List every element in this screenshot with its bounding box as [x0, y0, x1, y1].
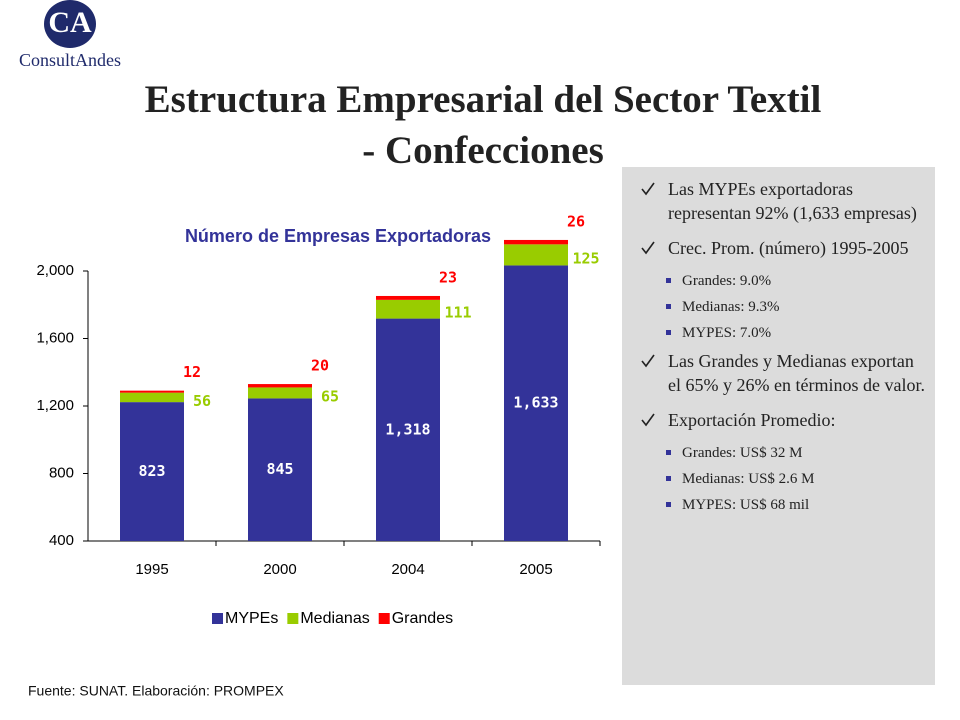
value-label: 823 [138, 462, 165, 480]
bullet-text: Las MYPEs exportadoras representan 92% (… [668, 179, 917, 223]
square-icon [666, 278, 671, 283]
x-tick-label: 2004 [391, 561, 424, 578]
value-label: 56 [193, 392, 211, 410]
chart-title: Número de Empresas Exportadoras [185, 226, 491, 246]
y-tick-label: 1,200 [36, 397, 74, 414]
legend-swatch [212, 613, 223, 624]
legend-label: Medianas [300, 610, 369, 627]
sub-bullet-text: Medianas: US$ 2.6 M [682, 471, 815, 487]
sub-bullet: Grandes: 9.0% [640, 271, 927, 291]
square-icon [666, 330, 671, 335]
check-icon [641, 354, 655, 368]
value-label: 26 [567, 212, 585, 230]
sub-bullet-text: MYPES: 7.0% [682, 325, 772, 341]
bar-segment [248, 398, 312, 541]
bullet: Exportación Promedio: [640, 408, 927, 432]
bar-segment [120, 392, 184, 403]
sub-bullet: Medianas: 9.3% [640, 297, 927, 317]
value-label: 845 [266, 460, 293, 478]
value-label: 23 [439, 268, 457, 286]
sub-bullet: MYPES: 7.0% [640, 323, 927, 343]
slide-title: - Confecciones [362, 129, 604, 172]
bar-segment [120, 390, 184, 393]
bullet: Las MYPEs exportadoras representan 92% (… [640, 177, 927, 225]
value-label: 125 [572, 249, 599, 267]
bar-segment [376, 299, 440, 319]
sub-bullet-text: Grandes: 9.0% [682, 273, 772, 289]
y-tick-label: 400 [49, 532, 74, 549]
bullet-panel: Las MYPEs exportadoras representan 92% (… [622, 167, 935, 685]
bar-segment [376, 318, 440, 541]
legend-swatch [287, 613, 299, 624]
sub-bullet-text: MYPES: US$ 68 mil [682, 497, 810, 513]
sub-bullet-text: Medianas: 9.3% [682, 299, 780, 315]
legend-label: MYPEs [225, 610, 278, 627]
check-icon [641, 413, 655, 427]
value-label: 1,633 [513, 394, 558, 412]
square-icon [666, 502, 671, 507]
legend-swatch [378, 613, 390, 624]
square-icon [666, 450, 671, 455]
square-icon [666, 476, 671, 481]
logo-mark: CA [48, 6, 92, 39]
sub-bullet: Grandes: US$ 32 M [640, 443, 927, 463]
logo-mark-bg [44, 0, 96, 48]
logo-name: ConsultAndes [19, 50, 121, 70]
bullet-text: Exportación Promedio: [668, 410, 836, 430]
square-icon [666, 304, 671, 309]
value-label: 65 [321, 387, 339, 405]
check-icon [641, 182, 655, 196]
x-tick-label: 2005 [519, 561, 552, 578]
bar-segment [504, 265, 568, 541]
bar-segment [248, 387, 312, 399]
value-label: 1,318 [385, 420, 430, 438]
value-label: 20 [311, 357, 329, 375]
y-tick-label: 1,600 [36, 329, 74, 346]
value-label: 12 [183, 363, 201, 381]
bar-segment [376, 295, 440, 300]
bar-segment [120, 402, 184, 541]
bullet: Crec. Prom. (número) 1995-2005 [640, 236, 927, 260]
source: Fuente: SUNAT. Elaboración: PROMPEX [28, 683, 284, 699]
sub-bullet-text: Grandes: US$ 32 M [682, 445, 803, 461]
y-tick-label: 800 [49, 464, 74, 481]
x-tick-label: 1995 [135, 561, 168, 578]
bullet: Las Grandes y Medianas exportan el 65% y… [640, 349, 927, 397]
value-label: 111 [444, 304, 471, 322]
slide-title: Estructura Empresarial del Sector Textil [145, 78, 822, 121]
legend-label: Grandes [392, 610, 453, 627]
sub-bullet: Medianas: US$ 2.6 M [640, 469, 927, 489]
bar-segment [248, 384, 312, 388]
bar-segment [504, 244, 568, 266]
bullet-text: Crec. Prom. (número) 1995-2005 [668, 238, 909, 258]
check-icon [641, 241, 655, 255]
sub-bullet: MYPES: US$ 68 mil [640, 495, 927, 515]
bullet-text: Las Grandes y Medianas exportan el 65% y… [668, 351, 925, 395]
bar-segment [504, 239, 568, 245]
x-tick-label: 2000 [263, 561, 296, 578]
y-tick-label: 2,000 [36, 262, 74, 279]
